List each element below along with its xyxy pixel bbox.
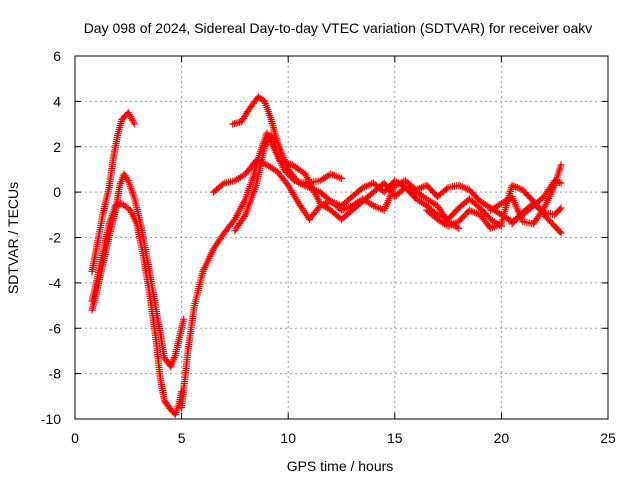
marker-6-162 — [443, 185, 451, 193]
series-line-0 — [91, 111, 136, 272]
y-tick-label-1: -8 — [49, 366, 62, 382]
axis-ticks: 0 5 10 15 20 25 -10 -8 -6 -4 -2 0 2 4 6 — [41, 48, 616, 446]
y-tick-label-2: -6 — [49, 320, 62, 336]
y-tick-label-0: -10 — [41, 411, 61, 427]
y-tick-label-8: 6 — [53, 48, 61, 64]
series-track-10 — [508, 199, 565, 228]
x-tick-label-4: 20 — [494, 430, 510, 446]
chart-title: Day 098 of 2024, Sidereal Day-to-day VTE… — [84, 20, 593, 36]
marker-1-184 — [180, 315, 188, 323]
y-tick-label-3: -4 — [49, 275, 62, 291]
y-tick-label-6: 2 — [53, 139, 61, 155]
marker-3-186 — [338, 175, 345, 183]
x-tick-label-0: 0 — [71, 430, 79, 446]
marker-9-21 — [539, 207, 547, 215]
series-track-9 — [487, 161, 565, 228]
marker-9-31 — [556, 205, 564, 213]
grid — [75, 56, 608, 419]
x-tick-label-2: 10 — [280, 430, 296, 446]
marker-4-45 — [283, 180, 291, 188]
marker-8-61 — [557, 161, 565, 169]
x-axis-label: GPS time / hours — [287, 458, 394, 474]
y-tick-label-7: 4 — [53, 93, 61, 109]
marker-9-32 — [557, 204, 565, 212]
series-track-7 — [229, 93, 565, 226]
y-tick-label-5: 0 — [53, 184, 61, 200]
x-tick-label-1: 5 — [178, 430, 186, 446]
series-track-3 — [88, 199, 186, 418]
series-track-1 — [88, 109, 139, 276]
x-tick-label-3: 15 — [387, 430, 403, 446]
x-tick-label-5: 25 — [600, 430, 616, 446]
marker-1-69 — [123, 175, 131, 183]
marker-4-159 — [455, 224, 463, 232]
marker-0-84 — [131, 120, 139, 128]
marker-3-91 — [230, 217, 238, 225]
y-tick-label-4: -2 — [49, 230, 62, 246]
marker-7-101 — [557, 229, 565, 237]
marker-7-100 — [556, 228, 564, 236]
marker-4-6 — [219, 180, 227, 188]
data-series — [88, 93, 565, 418]
y-axis-label: SDTVAR / TECUs — [5, 182, 21, 294]
